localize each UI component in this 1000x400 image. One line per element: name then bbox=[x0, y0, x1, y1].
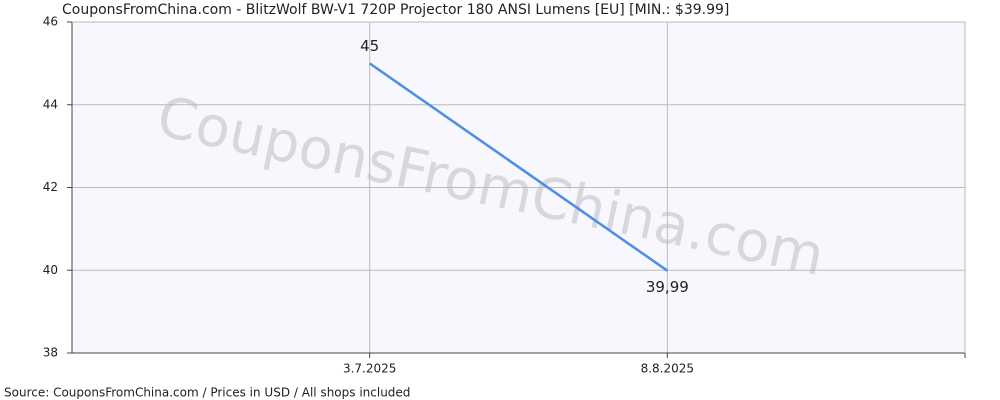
x-tick-label: 8.8.2025 bbox=[641, 362, 694, 376]
y-tick-label: 42 bbox=[43, 180, 58, 194]
x-tick-label: 3.7.2025 bbox=[343, 362, 396, 376]
data-label: 39,99 bbox=[646, 278, 689, 296]
data-label: 45 bbox=[360, 37, 379, 55]
y-tick-label: 46 bbox=[43, 15, 58, 29]
chart-title: CouponsFromChina.com - BlitzWolf BW-V1 7… bbox=[62, 2, 729, 18]
y-tick-label: 38 bbox=[43, 346, 58, 360]
y-tick-label: 40 bbox=[43, 263, 58, 277]
y-tick-label: 44 bbox=[43, 97, 58, 111]
line-series bbox=[368, 62, 669, 272]
source-note: Source: CouponsFromChina.com / Prices in… bbox=[4, 386, 410, 400]
